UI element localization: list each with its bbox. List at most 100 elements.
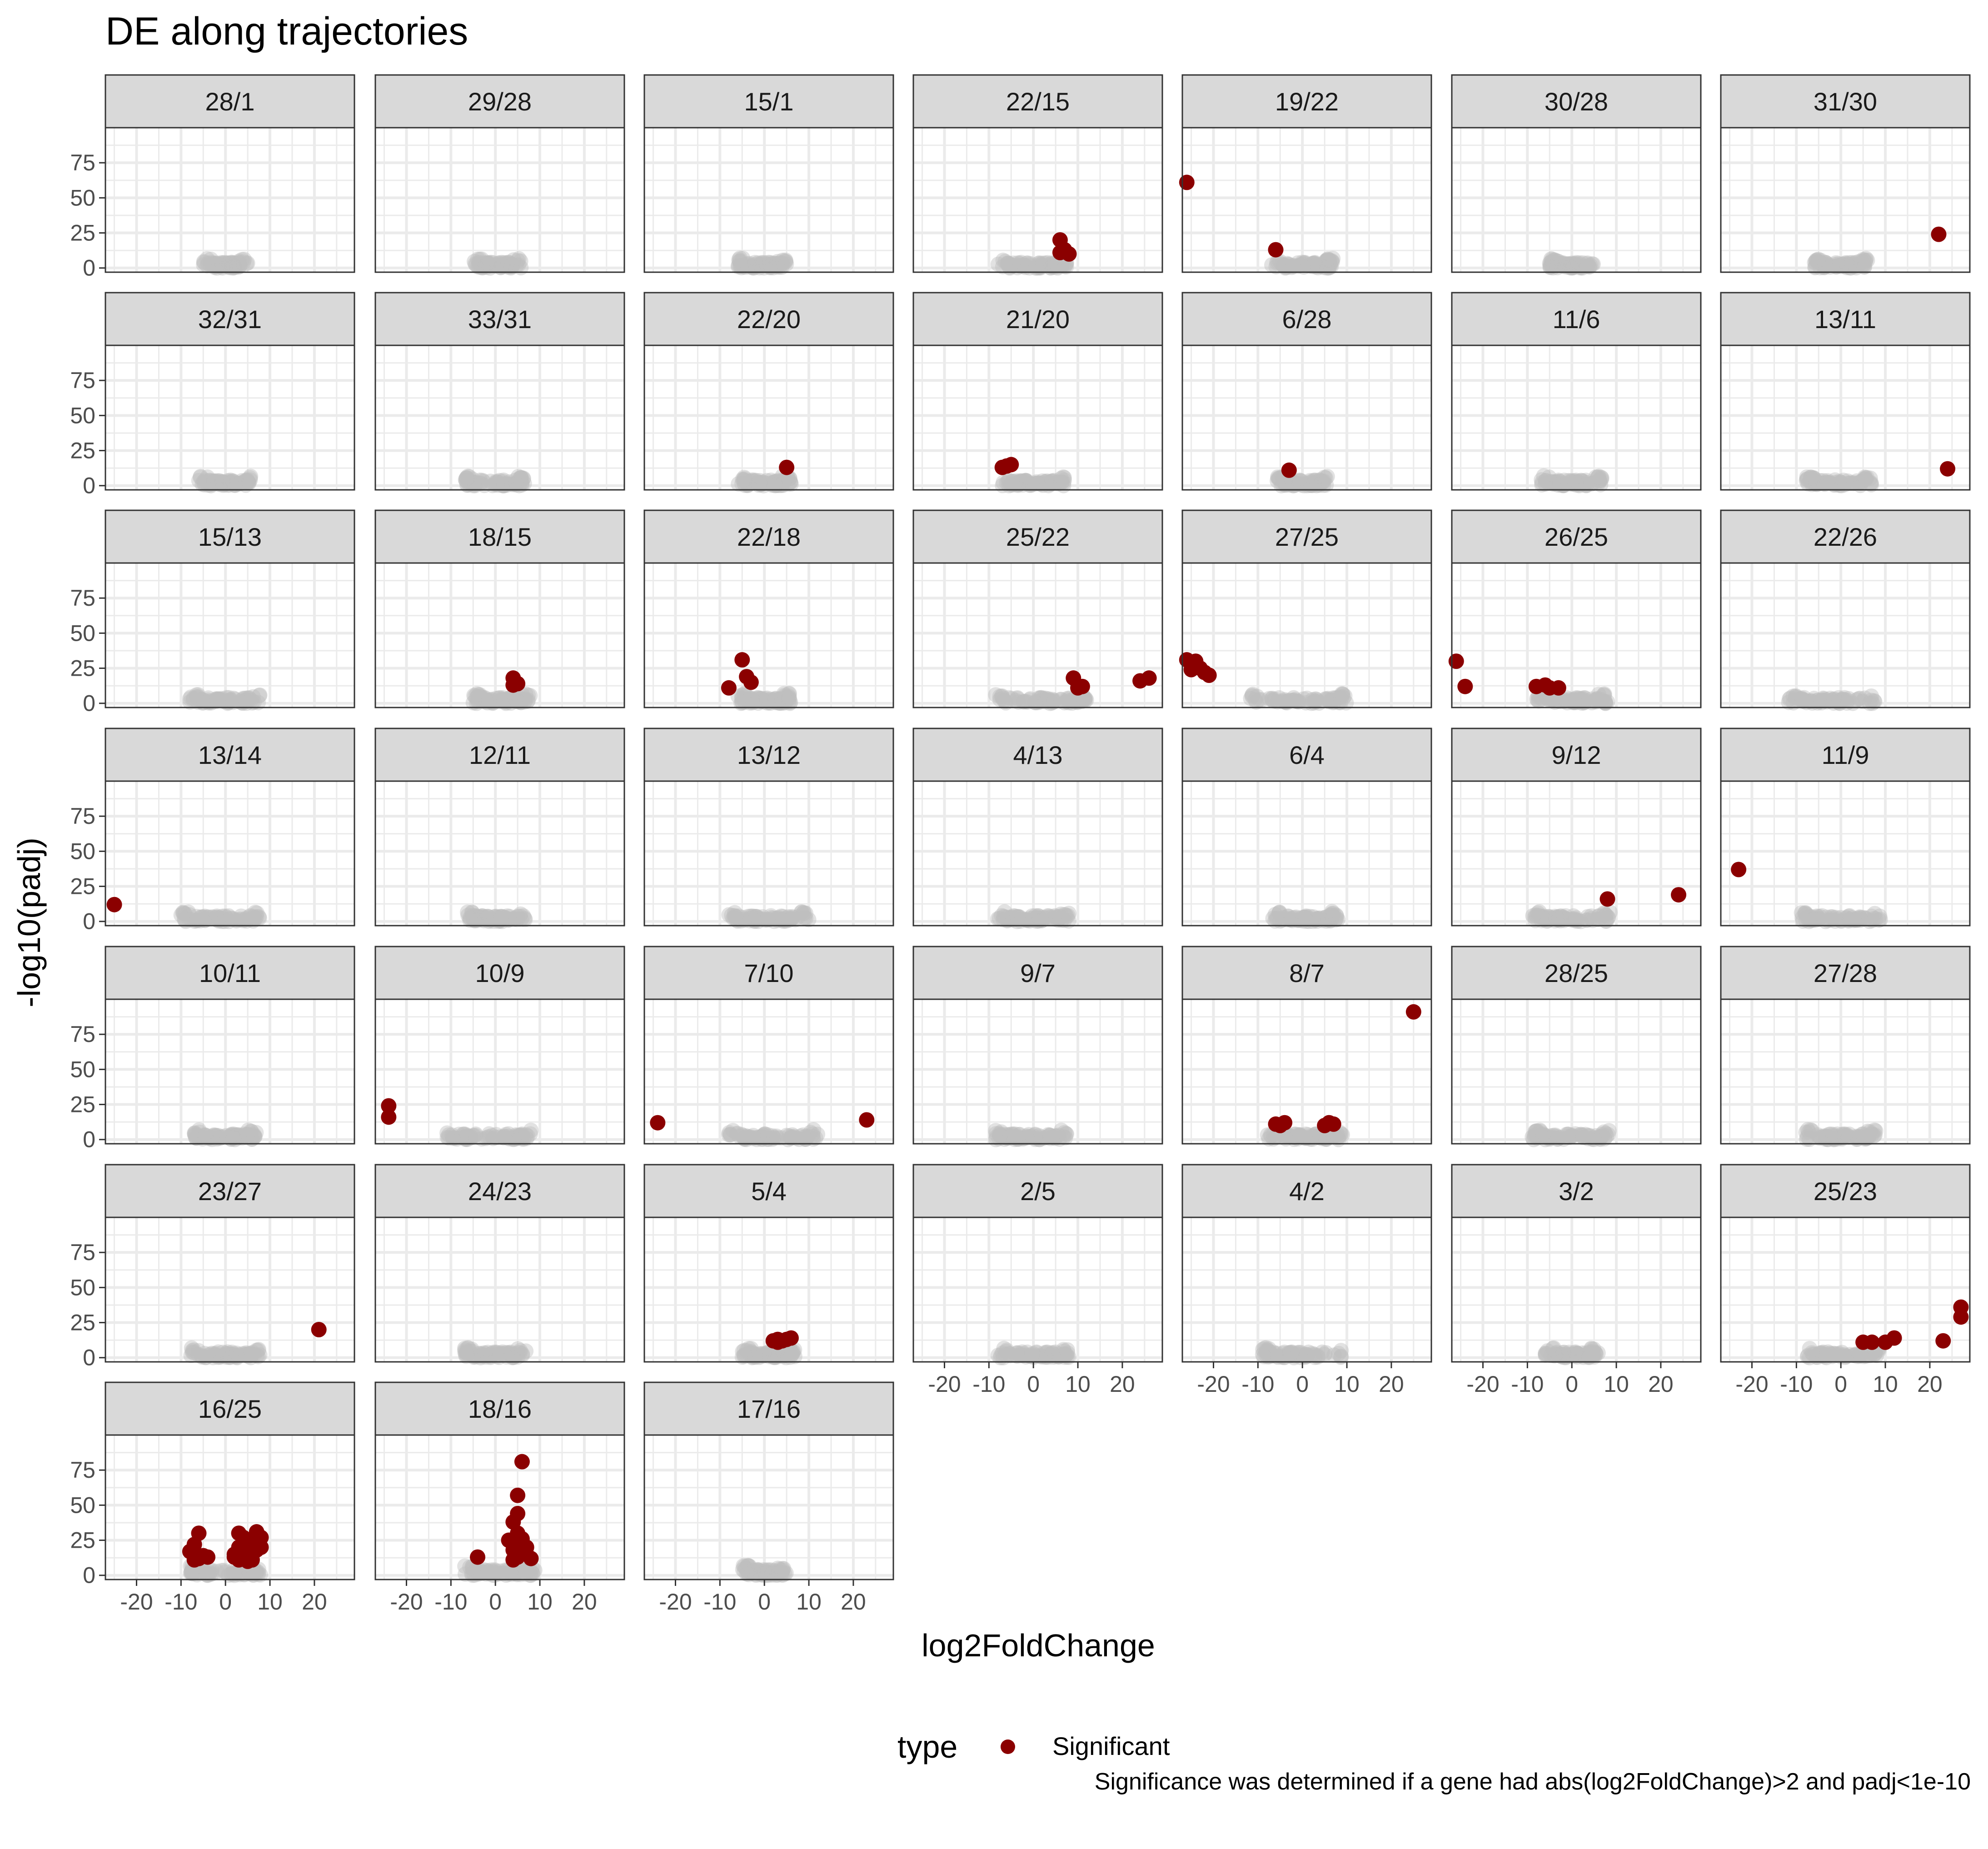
non-significant-point (504, 259, 520, 274)
legend-label-significant: Significant (1052, 1732, 1170, 1760)
non-significant-point (234, 473, 250, 489)
non-significant-point (1000, 257, 1016, 273)
non-significant-point (1031, 255, 1047, 271)
non-significant-point (1006, 255, 1021, 271)
panel-background (105, 128, 354, 272)
non-significant-point (767, 258, 783, 274)
non-significant-point (1855, 693, 1871, 709)
significant-point (1052, 244, 1068, 260)
non-significant-point (1564, 256, 1580, 272)
non-significant-point (755, 255, 771, 271)
significant-point (1188, 653, 1204, 669)
non-significant-point (471, 259, 487, 275)
facet-panel: 9/12 (1451, 728, 1702, 929)
non-significant-point (1857, 471, 1873, 487)
significant-point (721, 680, 737, 696)
non-significant-point (229, 259, 245, 274)
non-significant-point (1827, 913, 1843, 929)
non-significant-point (1313, 259, 1329, 274)
non-significant-point (1568, 256, 1584, 272)
non-significant-point (1276, 257, 1292, 273)
non-significant-point (1837, 258, 1853, 274)
significant-point (510, 1525, 526, 1541)
non-significant-point (199, 469, 215, 485)
non-significant-point (1566, 259, 1582, 274)
non-significant-point (753, 474, 769, 490)
non-significant-point (1816, 259, 1832, 275)
non-significant-point (498, 476, 514, 492)
non-significant-point (1285, 259, 1301, 274)
non-significant-point (481, 255, 497, 271)
facet-panel: 15/1 (643, 74, 894, 276)
panel-background (644, 128, 893, 272)
non-significant-point (508, 476, 523, 492)
non-significant-point (1304, 911, 1320, 927)
chart-title: DE along trajectories (105, 10, 468, 53)
non-significant-point (503, 476, 519, 492)
significant-point (226, 1549, 242, 1565)
non-significant-point (208, 255, 224, 271)
non-significant-point (513, 470, 529, 486)
non-significant-point (1805, 470, 1821, 486)
non-significant-point (489, 256, 505, 272)
non-significant-point (754, 476, 770, 492)
facet-panel: 7/10 (643, 946, 894, 1147)
non-significant-point (1013, 258, 1029, 274)
non-significant-point (221, 256, 237, 272)
non-significant-point (782, 474, 798, 490)
non-significant-point (1319, 260, 1335, 276)
non-significant-point (491, 255, 507, 271)
non-significant-point (995, 252, 1011, 268)
non-significant-point (1000, 255, 1016, 271)
non-significant-point (1020, 255, 1036, 271)
x-tick-label: -10 (164, 1589, 197, 1615)
facet-panel: 30/28 (1451, 74, 1702, 276)
non-significant-point (458, 470, 474, 486)
y-tick-label: 25 (70, 874, 95, 899)
non-significant-point (202, 473, 218, 488)
x-tick-label: 0 (489, 1589, 502, 1615)
facet-panel: 29/28 (374, 74, 625, 276)
non-significant-point (196, 257, 212, 273)
y-tick-label: 50 (70, 403, 95, 428)
facet-strip-label: 7/10 (744, 959, 794, 987)
non-significant-point (736, 476, 752, 492)
non-significant-point (479, 255, 495, 271)
non-significant-point (488, 476, 504, 492)
non-significant-point (1816, 256, 1832, 272)
non-significant-point (503, 256, 519, 272)
non-significant-point (1277, 260, 1293, 276)
non-significant-point (1001, 255, 1016, 271)
non-significant-point (1563, 259, 1579, 275)
non-significant-point (499, 258, 515, 274)
non-significant-point (1812, 259, 1828, 275)
non-significant-point (1542, 257, 1558, 273)
non-significant-point (1006, 258, 1021, 274)
y-tick-label: 25 (70, 656, 95, 681)
non-significant-point (1305, 256, 1320, 272)
non-significant-point (743, 473, 759, 489)
non-significant-point (1835, 1348, 1851, 1364)
non-significant-point (208, 259, 224, 274)
y-tick-label: 0 (83, 255, 95, 281)
non-significant-point (478, 256, 493, 272)
y-tick-label: 75 (70, 803, 95, 829)
x-tick-label: 20 (1379, 1371, 1404, 1397)
facet-panels: 28/1 29/28 15/1 22/15 19/22 30/28 31/30 32/31 33… (105, 74, 1971, 1583)
non-significant-point (1858, 250, 1874, 266)
non-significant-point (1032, 259, 1048, 274)
non-significant-point (488, 473, 504, 489)
non-significant-point (488, 475, 503, 491)
non-significant-point (1003, 257, 1019, 273)
x-tick-label: 0 (1565, 1371, 1578, 1397)
non-significant-point (466, 254, 482, 269)
non-significant-point (1310, 259, 1326, 275)
non-significant-point (1827, 256, 1843, 272)
non-significant-point (222, 473, 238, 489)
non-significant-point (1295, 256, 1310, 272)
non-significant-point (508, 475, 524, 491)
non-significant-point (220, 474, 236, 490)
significant-point (1550, 680, 1566, 696)
non-significant-point (497, 476, 513, 492)
non-significant-point (222, 474, 238, 490)
